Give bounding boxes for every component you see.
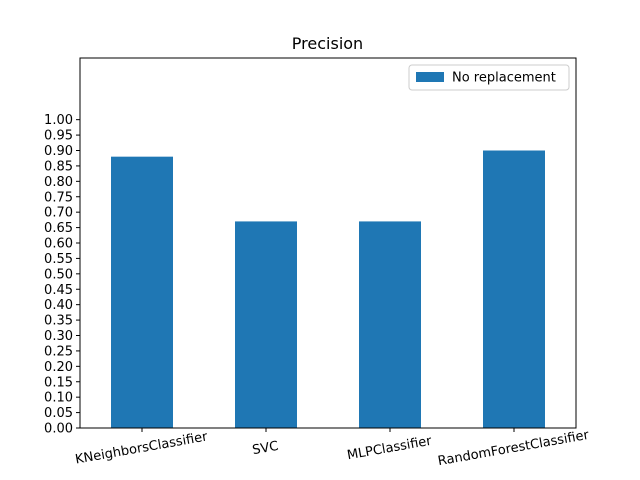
x-tick-label: KNeighborsClassifier — [74, 429, 209, 467]
chart-title: Precision — [292, 34, 363, 53]
bars-group — [111, 150, 545, 428]
y-axis: 0.000.050.100.150.200.250.300.350.400.45… — [44, 113, 80, 437]
y-tick-label: 0.00 — [44, 422, 73, 437]
y-tick-label: 0.60 — [44, 237, 73, 252]
y-tick-label: 0.75 — [44, 190, 73, 205]
bar-RandomForestClassifier — [483, 150, 545, 428]
y-tick-label: 0.45 — [44, 283, 73, 298]
x-tick-label: RandomForestClassifier — [437, 428, 591, 469]
legend: No replacement — [408, 64, 570, 91]
y-tick-label: 0.30 — [44, 329, 73, 344]
y-tick-label: 0.95 — [44, 129, 73, 144]
x-axis: KNeighborsClassifier SVC MLPClassifier Rand… — [74, 428, 591, 469]
y-tick-label: 0.70 — [44, 206, 73, 221]
y-tick-label: 0.90 — [44, 144, 73, 159]
bar-SVC — [235, 221, 297, 428]
y-tick-label: 0.10 — [44, 391, 73, 406]
y-tick-label: 0.50 — [44, 267, 73, 282]
x-tick-label: SVC — [251, 439, 279, 458]
x-tick-label: MLPClassifier — [346, 434, 434, 464]
legend-box — [408, 64, 570, 91]
y-tick-label: 0.05 — [44, 406, 73, 421]
bar-MLPClassifier — [359, 221, 421, 428]
y-tick-label: 0.35 — [44, 314, 73, 329]
plot-frame — [79, 57, 577, 429]
y-tick-label: 0.80 — [44, 175, 73, 190]
y-tick-label: 0.25 — [44, 344, 73, 359]
y-tick-label: 0.55 — [44, 252, 73, 267]
y-tick-label: 0.85 — [44, 159, 73, 174]
y-tick-label: 0.40 — [44, 298, 73, 313]
bar-KNeighborsClassifier — [111, 156, 173, 428]
y-tick-label: 0.20 — [44, 360, 73, 375]
legend-label: No replacement — [452, 71, 556, 86]
y-tick-label: 0.65 — [44, 221, 73, 236]
legend-swatch — [416, 72, 444, 82]
y-tick-label: 1.00 — [44, 113, 73, 128]
y-tick-label: 0.15 — [44, 375, 73, 390]
